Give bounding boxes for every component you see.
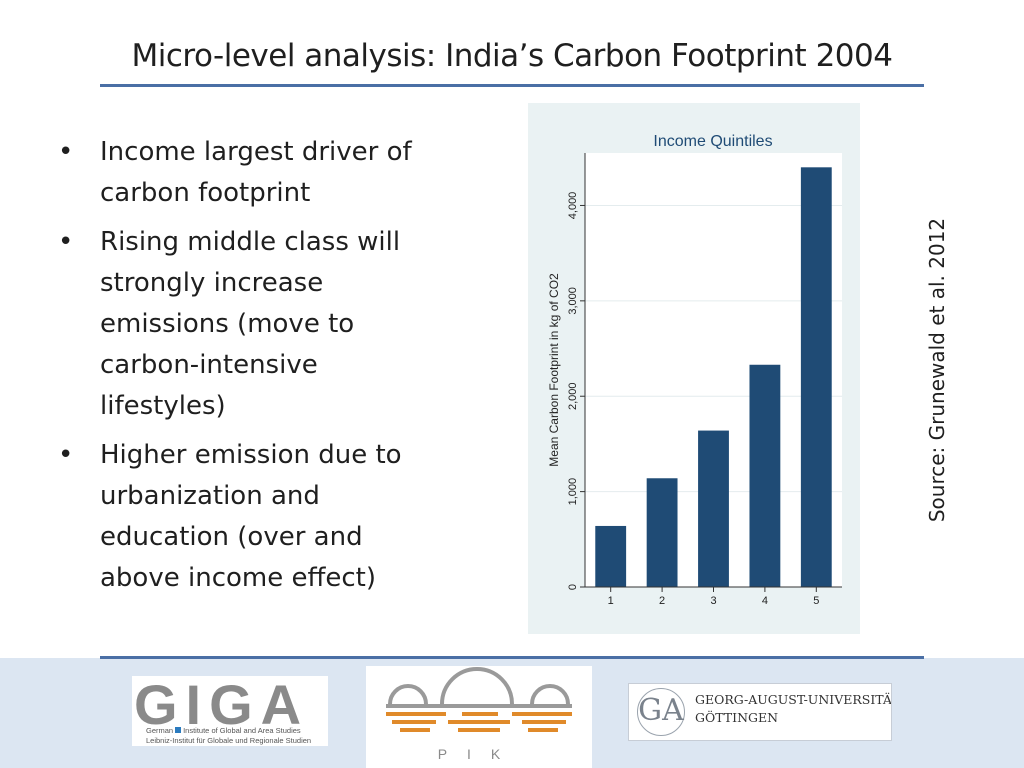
source-citation: Source: Grunewald et al. 2012	[925, 217, 949, 523]
bar-quintile-3	[698, 430, 729, 587]
bar-chart: Income Quintiles 0 1,000 2,000 3,000 4,000 1…	[528, 103, 860, 634]
grid-lines	[585, 204, 842, 493]
chart-title: Income Quintiles	[653, 133, 772, 150]
slide-title: Micro-level analysis: India’s Carbon Foo…	[131, 38, 893, 74]
y-tick-label: 4,000	[567, 192, 579, 220]
y-tick-label: 1,000	[567, 478, 579, 506]
bullet-dot: •	[58, 137, 74, 167]
giga-square-icon	[175, 727, 182, 733]
bullet-text: Rising middle class will strongly increa…	[100, 227, 401, 421]
x-ticks: 1 2 3 4 5	[608, 587, 819, 607]
y-tick-label: 2,000	[567, 382, 579, 410]
giga-logo-line1-post: Institute of Global and Area Studies	[183, 726, 301, 735]
goettingen-seal-letters: GA	[638, 693, 684, 728]
giga-logo-line1-pre: German	[146, 726, 174, 735]
x-tick-label: 5	[813, 595, 819, 607]
chart-panel: Income Quintiles 0 1,000 2,000 3,000 4,000 1…	[528, 103, 860, 634]
bullet-text: Income largest driver of carbon footprin…	[100, 137, 412, 208]
pik-logo-text: PIK	[437, 746, 521, 762]
giga-logo-line2: Leibniz-Institut für Globale und Regiona…	[146, 736, 312, 745]
goettingen-logo: GA GEORG-AUGUST-UNIVERSITÄT GÖTTINGEN	[628, 683, 892, 741]
giga-logo-letters: GIGA	[134, 676, 310, 736]
bar-quintile-5	[800, 167, 832, 588]
goettingen-logo-line1: GEORG-AUGUST-UNIVERSITÄT	[695, 692, 892, 707]
bar-quintile-2	[646, 478, 678, 587]
bullet-dot: •	[58, 227, 74, 257]
bar-quintile-4	[749, 364, 781, 587]
bullet-list: • Income largest driver of carbon footpr…	[58, 132, 448, 607]
x-tick-label: 4	[762, 595, 768, 607]
bar-quintile-1	[595, 525, 627, 587]
pik-emblem-icon	[386, 667, 572, 732]
bullet-text: Higher emission due to urbanization and …	[100, 440, 402, 593]
y-axis-label: Mean Carbon Footprint in kg of CO2	[547, 273, 561, 467]
y-tick-label: 3,000	[567, 287, 579, 315]
y-ticks: 0 1,000 2,000 3,000 4,000	[567, 192, 585, 590]
bullet-item: • Rising middle class will strongly incr…	[58, 222, 448, 427]
bullet-dot: •	[58, 440, 74, 470]
footer-divider	[100, 656, 924, 659]
bars	[595, 167, 832, 588]
giga-logo-line1: German Institute of Global and Area Studi…	[146, 726, 301, 735]
bullet-item: • Income largest driver of carbon footpr…	[58, 132, 448, 214]
pik-logo: PIK	[366, 666, 592, 768]
giga-logo: GIGA German Institute of Global and Area …	[132, 676, 328, 746]
goettingen-seal-icon: GA	[637, 688, 685, 736]
bullet-item: • Higher emission due to urbanization an…	[58, 435, 448, 599]
y-tick-label: 0	[567, 584, 579, 590]
x-tick-label: 1	[608, 595, 614, 607]
x-tick-label: 2	[659, 595, 665, 607]
goettingen-logo-line2: GÖTTINGEN	[695, 710, 779, 725]
x-tick-label: 3	[710, 595, 716, 607]
title-divider	[100, 84, 924, 87]
